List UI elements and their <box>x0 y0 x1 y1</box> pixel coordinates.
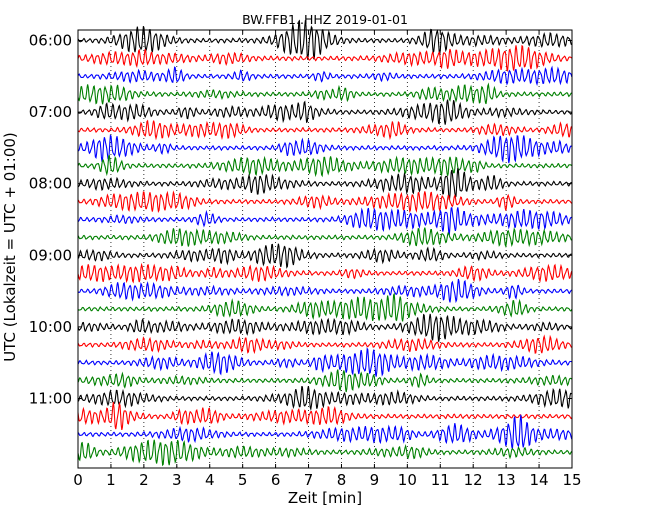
y-axis-ticks: 06:00 07:00 08:00 09:00 10:00 11:00 <box>29 32 572 408</box>
y-tick-label: 11:00 <box>29 390 72 408</box>
plot-frame <box>77 29 573 469</box>
trace-row <box>77 19 573 60</box>
trace-row <box>77 292 573 322</box>
trace-row <box>77 227 573 249</box>
trace-row <box>77 414 573 449</box>
trace-row <box>77 167 572 201</box>
trace-row <box>77 207 573 236</box>
trace-row <box>77 369 573 393</box>
trace-row <box>77 278 573 304</box>
x-tick-label: 5 <box>238 471 248 489</box>
x-tick-label: 8 <box>337 471 347 489</box>
y-axis-label: UTC (Lokalzeit = UTC + 01:00) <box>1 132 19 362</box>
trace-row <box>77 134 572 164</box>
x-tick-label: 3 <box>172 471 182 489</box>
x-axis-ticks: 0 1 2 3 4 5 6 7 8 9 10 11 12 13 14 15 <box>73 30 582 489</box>
trace-row <box>77 347 572 377</box>
trace-row <box>77 262 573 284</box>
trace-row <box>77 154 573 178</box>
trace-row <box>77 334 573 355</box>
trace-row <box>77 190 573 214</box>
traces <box>77 19 573 467</box>
y-tick-label: 07:00 <box>29 103 72 121</box>
trace-row <box>77 119 573 141</box>
x-tick-label: 15 <box>562 471 581 489</box>
chart-title: BW.FFB1..HHZ 2019-01-01 <box>242 12 408 27</box>
x-tick-label: 1 <box>106 471 116 489</box>
x-tick-label: 6 <box>271 471 281 489</box>
trace-row <box>77 99 573 125</box>
x-tick-label: 12 <box>464 471 483 489</box>
x-tick-label: 13 <box>497 471 516 489</box>
trace-row <box>77 401 573 431</box>
x-tick-label: 14 <box>530 471 549 489</box>
x-tick-label: 0 <box>73 471 83 489</box>
y-tick-label: 06:00 <box>29 32 72 50</box>
x-tick-label: 10 <box>398 471 417 489</box>
trace-row <box>77 243 572 269</box>
trace-row <box>77 65 573 87</box>
x-tick-label: 9 <box>370 471 380 489</box>
trace-row <box>77 439 573 467</box>
y-tick-label: 08:00 <box>29 175 72 193</box>
x-tick-label: 7 <box>304 471 314 489</box>
y-tick-label: 09:00 <box>29 246 72 264</box>
trace-row <box>77 44 573 73</box>
trace-row <box>77 385 573 412</box>
y-tick-label: 10:00 <box>29 318 72 336</box>
trace-row <box>77 82 572 105</box>
x-tick-label: 2 <box>139 471 149 489</box>
x-tick-label: 4 <box>205 471 215 489</box>
x-tick-label: 11 <box>431 471 450 489</box>
trace-row <box>77 313 573 342</box>
x-axis-label: Zeit [min] <box>288 489 362 507</box>
